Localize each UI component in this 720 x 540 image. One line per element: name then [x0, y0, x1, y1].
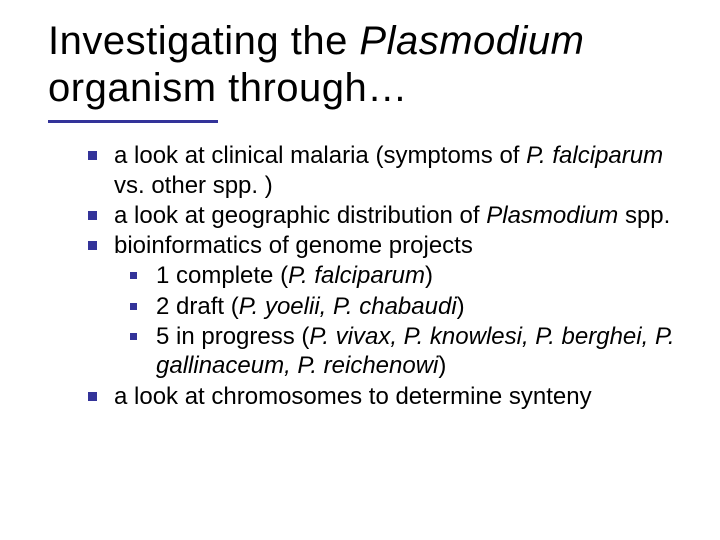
- bullet-text: 1 complete (: [156, 262, 288, 289]
- bullet-text: ): [425, 262, 433, 289]
- bullet-clinical-malaria: a look at clinical malaria (symptoms of …: [88, 141, 690, 200]
- bullet-text: a look at chromosomes to determine synte…: [114, 383, 592, 410]
- bullet-text: ): [457, 293, 465, 320]
- subbullet-in-progress: 5 in progress (P. vivax, P. knowlesi, P.…: [130, 322, 690, 381]
- subbullet-complete: 1 complete (P. falciparum): [130, 261, 690, 290]
- bullet-chromosomes-synteny: a look at chromosomes to determine synte…: [88, 382, 690, 411]
- content-area: a look at clinical malaria (symptoms of …: [48, 141, 690, 410]
- bullet-italic: P. yoelii, P. chabaudi: [239, 293, 457, 320]
- subbullet-draft: 2 draft (P. yoelii, P. chabaudi): [130, 292, 690, 321]
- title-run-italic: Plasmodium: [359, 19, 584, 63]
- bullet-text: a look at geographic distribution of: [114, 202, 486, 229]
- bullet-geographic-distribution: a look at geographic distribution of Pla…: [88, 201, 690, 230]
- bullet-text: vs. other spp. ): [114, 172, 273, 199]
- bullet-italic: P. falciparum: [288, 262, 425, 289]
- bullet-bioinformatics: bioinformatics of genome projects: [88, 231, 690, 260]
- bullet-text: a look at clinical malaria (symptoms of: [114, 142, 526, 169]
- title-underline: [48, 120, 218, 123]
- bullet-text: bioinformatics of genome projects: [114, 232, 473, 259]
- slide-title: Investigating the Plasmodium organism th…: [48, 18, 690, 112]
- bullet-text: 2 draft (: [156, 293, 239, 320]
- title-run-3: organism through…: [48, 66, 408, 110]
- bullet-text: 5 in progress (: [156, 323, 309, 350]
- bullet-italic: Plasmodium: [486, 202, 618, 229]
- bullet-italic: P. falciparum: [526, 142, 663, 169]
- bullet-text: spp.: [618, 202, 670, 229]
- slide: Investigating the Plasmodium organism th…: [0, 0, 720, 540]
- title-run-1: Investigating the: [48, 19, 359, 63]
- bullet-text: ): [438, 352, 446, 379]
